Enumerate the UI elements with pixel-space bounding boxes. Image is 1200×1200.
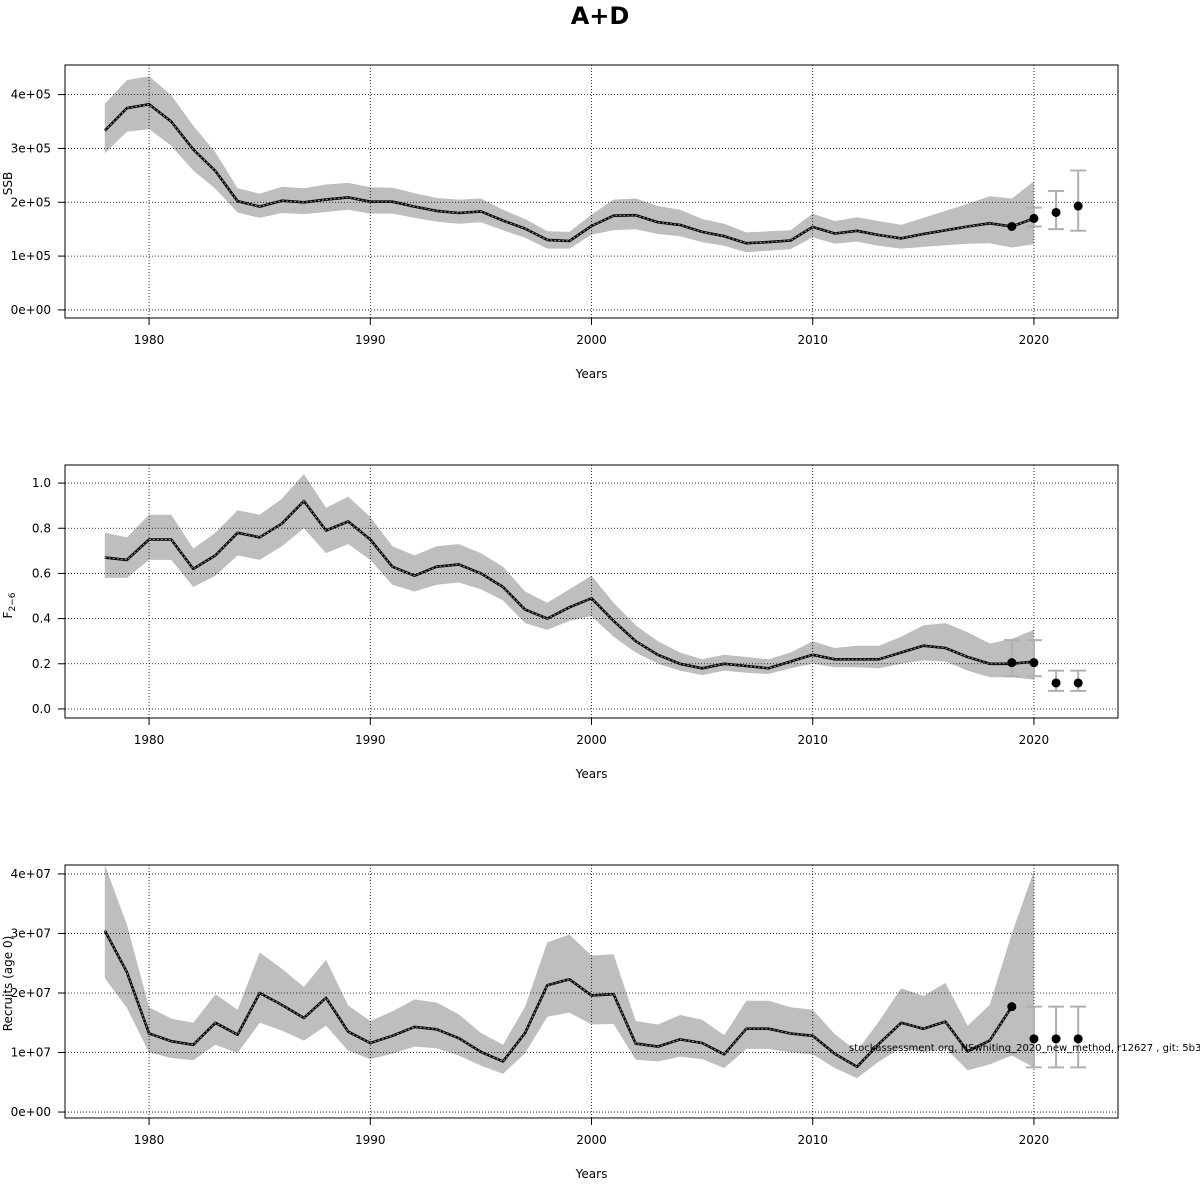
y-axis-title: Recruits (age 0) (1, 936, 15, 1032)
forecast-point (1029, 1034, 1039, 1044)
y-tick-label: 1e+07 (11, 1046, 51, 1060)
estimate-line (103, 103, 1035, 245)
y-tick-label: 0.4 (32, 612, 51, 626)
y-tick-label: 0e+00 (11, 1105, 51, 1119)
x-axis-title: Years (575, 767, 608, 781)
panel-recruits: 1980 1990 2000 2010 2020 0e+00 1e+07 2e+07 3e+07… (1, 864, 1200, 1181)
x-tick-label: 2000 (576, 1133, 607, 1147)
forecast-point (1007, 1002, 1017, 1012)
y-tick-label: 3e+07 (11, 926, 51, 940)
x-axis-title: Years (575, 1167, 608, 1181)
x-tick-label: 2020 (1019, 1133, 1050, 1147)
x-tick-label: 2020 (1019, 733, 1050, 747)
x-tick-label: 2010 (797, 1133, 828, 1147)
x-tick-label: 2000 (576, 333, 607, 347)
x-axis-title: Years (575, 367, 608, 381)
y-tick-label: 4e+05 (11, 88, 51, 102)
panel-fbar: 1980 1990 2000 2010 2020 0.0 0.2 0.4 0.6 0.8 1.0 Ye… (1, 464, 1119, 781)
forecast-point (1073, 1034, 1083, 1044)
x-tick-label: 1980 (134, 1133, 165, 1147)
estimate-line-dots (104, 103, 1035, 244)
forecast-point (1007, 221, 1017, 231)
confidence-band (104, 865, 1034, 1079)
y-axis-title-subscript: 2−6 (8, 592, 18, 611)
y-tick-label: 0.2 (32, 657, 51, 671)
confidence-band (104, 76, 1034, 253)
credit-annotation: stockassessment.org, NSwhiting_2020_new_… (849, 1043, 1200, 1054)
y-tick-label: 2e+05 (11, 195, 51, 209)
x-tick-label: 1980 (134, 733, 165, 747)
estimate-line-dots (104, 500, 1034, 669)
forecast-point (1029, 658, 1039, 668)
x-tick-label: 1990 (355, 333, 386, 347)
y-tick-label: 0.0 (32, 702, 51, 716)
y-tick-label: 1.0 (32, 476, 51, 490)
x-tick-label: 1990 (355, 1133, 386, 1147)
x-tick-label: 2000 (576, 733, 607, 747)
forecast-point (1029, 213, 1039, 223)
y-axis-title: F2−6 (1, 592, 18, 618)
x-tick-label: 2010 (797, 333, 828, 347)
y-tick-label: 1e+05 (11, 249, 51, 263)
y-axis-title: SSB (1, 172, 15, 195)
chart-title: A+D (570, 2, 630, 30)
forecast-point (1051, 1034, 1061, 1044)
forecast-point (1073, 678, 1083, 688)
y-axis-title-main: F (1, 611, 15, 618)
estimate-line-dots (104, 930, 1013, 1068)
forecast-point (1073, 201, 1083, 211)
forecast-point (1051, 207, 1061, 217)
y-tick-label: 0.8 (32, 521, 51, 535)
y-tick-label: 4e+07 (11, 867, 51, 881)
x-tick-label: 2020 (1019, 333, 1050, 347)
forecast-point (1007, 658, 1017, 668)
x-tick-label: 1990 (355, 733, 386, 747)
y-tick-label: 0e+00 (11, 303, 51, 317)
y-tick-label: 0.6 (32, 566, 51, 580)
x-tick-label: 1980 (134, 333, 165, 347)
y-tick-label: 2e+07 (11, 986, 51, 1000)
forecast-point (1051, 678, 1061, 688)
confidence-band (104, 474, 1034, 680)
panel-ssb: 1980 1990 2000 2010 2020 0e+00 1e+05 2e+05 3e+05… (1, 64, 1119, 381)
y-tick-label: 3e+05 (11, 141, 51, 155)
x-tick-label: 2010 (797, 733, 828, 747)
